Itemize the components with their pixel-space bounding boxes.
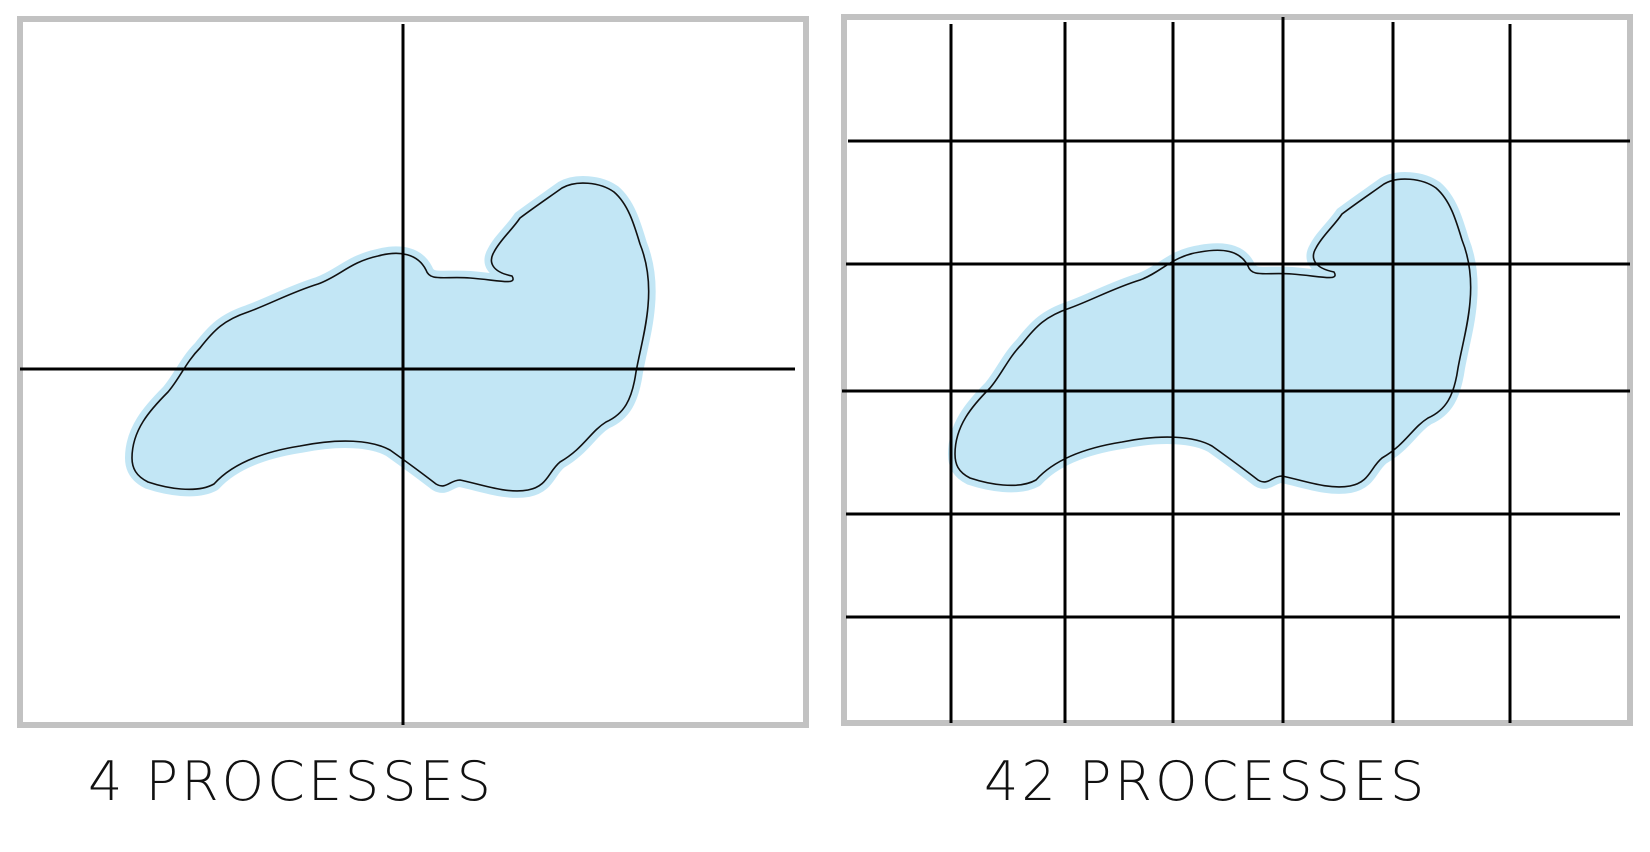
panel-caption: 42 PROCESSES — [984, 750, 1427, 813]
region-outline — [131, 182, 650, 492]
panel-four-processes: 4 PROCESSES — [17, 16, 809, 813]
panel-caption: 4 PROCESSES — [88, 750, 494, 813]
region-shape — [125, 176, 656, 498]
grid-lines — [20, 24, 795, 725]
region-shape — [948, 172, 1478, 494]
region-outline — [954, 178, 1472, 488]
grid-lines — [842, 17, 1630, 723]
panel-forty-two-processes: 42 PROCESSES — [841, 14, 1633, 813]
